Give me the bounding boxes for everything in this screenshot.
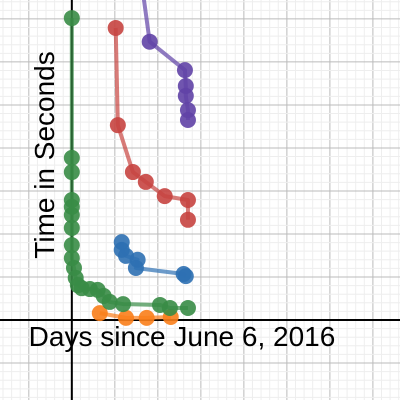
data-point (161, 299, 178, 316)
data-point (107, 19, 124, 36)
data-point (63, 219, 80, 236)
data-point (141, 33, 158, 50)
data-point (115, 296, 132, 313)
series-line (99, 311, 171, 320)
x-axis-label: Days since June 6, 2016 (29, 321, 336, 352)
y-axis-label: Time in Seconds (29, 51, 60, 259)
data-point (109, 117, 126, 134)
data-point (179, 112, 196, 128)
data-point (176, 62, 193, 79)
data-point (156, 188, 173, 205)
data-point (91, 305, 108, 322)
labels: Days since June 6, 2016 Time in Seconds (29, 51, 336, 352)
data-point (124, 164, 141, 181)
marks (63, 0, 196, 326)
data-point (63, 10, 80, 27)
data-point (63, 149, 80, 166)
data-point (137, 173, 154, 190)
data-point (101, 293, 118, 310)
data-point (63, 207, 80, 224)
data-point (179, 299, 196, 316)
data-point (177, 87, 194, 104)
data-point (118, 309, 135, 326)
data-point (127, 259, 144, 276)
data-point (63, 164, 80, 181)
data-point (177, 268, 194, 285)
data-point (138, 309, 155, 326)
data-point (63, 237, 80, 254)
data-point (179, 192, 196, 208)
data-point (179, 211, 196, 228)
